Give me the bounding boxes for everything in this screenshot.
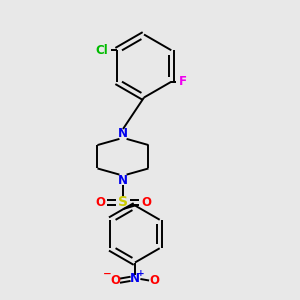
Text: F: F xyxy=(179,75,187,88)
Text: O: O xyxy=(141,196,151,209)
Text: O: O xyxy=(149,274,160,287)
Text: Cl: Cl xyxy=(96,44,108,57)
Text: O: O xyxy=(110,274,121,287)
Text: N: N xyxy=(118,173,128,187)
Text: N: N xyxy=(130,272,140,286)
Text: N: N xyxy=(118,127,128,140)
Text: S: S xyxy=(118,196,128,209)
Text: −: − xyxy=(103,269,112,279)
Text: +: + xyxy=(137,268,145,278)
Text: O: O xyxy=(95,196,105,209)
